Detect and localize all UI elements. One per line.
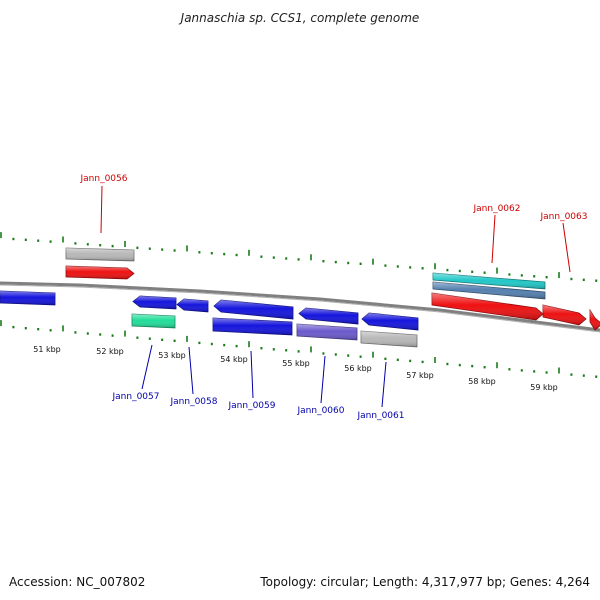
lower-tick-track (0, 320, 598, 378)
gene-label-jann-0058[interactable]: Jann_0058 (170, 397, 218, 407)
accession-text: Accession: NC_007802 (9, 575, 145, 589)
gene-shading (543, 305, 586, 325)
gene-fwd-steel[interactable] (432, 281, 546, 300)
gene-label-jann-0059[interactable]: Jann_0059 (228, 401, 276, 411)
gene-shading (177, 299, 208, 312)
upper-tick-track (0, 232, 598, 282)
gene-shading (66, 248, 134, 261)
leader-jann-0063 (562, 222, 571, 273)
ruler-label-51: 51 kbp (33, 345, 61, 354)
ruler-label-57: 57 kbp (406, 371, 434, 380)
leader-jann-0058 (188, 346, 194, 395)
gene-label-jann-0056[interactable]: Jann_0056 (80, 174, 128, 184)
label-leaders (100, 185, 571, 408)
ruler-label-56: 56 kbp (344, 364, 372, 373)
gene-fwd-red-4[interactable] (589, 308, 600, 331)
gene-fwd-gray-1[interactable] (65, 247, 135, 262)
genome-summary-text: Topology: circular; Length: 4,317,977 bp… (259, 575, 590, 589)
gene-fwd-red-2[interactable] (431, 292, 544, 321)
ruler-label-52: 52 kbp (96, 347, 124, 356)
gene-label-jann-0062[interactable]: Jann_0062 (473, 204, 521, 214)
gene-rev-blue-4[interactable] (212, 317, 293, 336)
gene-shading (133, 296, 176, 309)
ruler-labels: 51 kbp 52 kbp 53 kbp 54 kbp 55 kbp 56 kb… (33, 345, 558, 392)
leader-jann-0059 (250, 350, 254, 399)
leader-jann-0057 (141, 344, 153, 390)
gene-shading (214, 300, 293, 319)
leader-jann-0056 (100, 185, 103, 234)
gene-rev-gray[interactable] (360, 330, 418, 348)
leader-jann-0060 (320, 355, 326, 404)
gene-shading (433, 282, 545, 299)
gene-rev-blue-1[interactable] (132, 295, 177, 310)
gene-shading (66, 266, 134, 279)
gene-shading (297, 324, 357, 340)
gene-label-jann-0060[interactable]: Jann_0060 (297, 406, 345, 416)
gene-rev-blue-0[interactable] (0, 290, 56, 306)
ruler-label-55: 55 kbp (282, 359, 310, 368)
ruler-label-54: 54 kbp (220, 355, 248, 364)
ruler-label-59: 59 kbp (530, 383, 558, 392)
gene-label-jann-0061[interactable]: Jann_0061 (357, 411, 405, 421)
ruler-label-53: 53 kbp (158, 351, 186, 360)
gene-fwd-red-3[interactable] (542, 304, 587, 326)
gene-shading (361, 331, 417, 347)
gene-rev-blue-6[interactable] (361, 312, 419, 331)
gene-rev-green[interactable] (131, 313, 176, 329)
map-title: Jannaschia sp. CCS1, complete genome (179, 11, 420, 25)
gene-rev-purple[interactable] (296, 323, 358, 341)
gene-fwd-cyan[interactable] (432, 272, 546, 290)
gene-shading (213, 318, 292, 335)
leader-jann-0061 (381, 361, 387, 408)
gene-rev-blue-5[interactable] (298, 307, 359, 325)
gene-shading (0, 291, 55, 305)
gene-shading (432, 293, 543, 320)
gene-labels: Jann_0056 Jann_0062 Jann_0063 Jann_0057 … (80, 174, 588, 421)
gene-shading (590, 310, 600, 330)
gene-shading (299, 308, 358, 324)
gene-fwd-red-1[interactable] (65, 265, 135, 280)
ruler-label-58: 58 kbp (468, 377, 496, 386)
gene-label-jann-0063[interactable]: Jann_0063 (540, 212, 588, 222)
gene-rev-blue-2[interactable] (176, 298, 209, 313)
leader-jann-0062 (491, 214, 496, 264)
backbone (0, 281, 600, 333)
gene-shading (132, 314, 175, 328)
gene-shading (433, 273, 545, 289)
gene-shading (362, 313, 418, 330)
gene-track (0, 247, 600, 348)
gene-label-jann-0057[interactable]: Jann_0057 (112, 392, 160, 402)
gene-rev-blue-3[interactable] (213, 299, 294, 320)
